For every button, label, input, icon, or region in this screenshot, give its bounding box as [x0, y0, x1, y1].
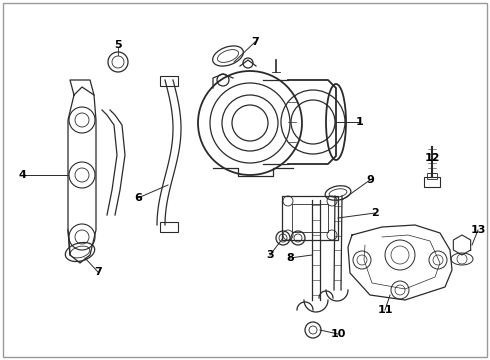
Text: 11: 11 — [377, 305, 393, 315]
Bar — [160, 222, 178, 232]
Text: 7: 7 — [94, 267, 102, 277]
Bar — [427, 173, 437, 179]
Text: 7: 7 — [251, 37, 259, 47]
Text: 12: 12 — [424, 153, 440, 163]
Bar — [424, 177, 440, 187]
Bar — [160, 76, 178, 86]
Text: 8: 8 — [286, 253, 294, 263]
Bar — [282, 196, 338, 240]
Text: 13: 13 — [470, 225, 486, 235]
Text: 10: 10 — [330, 329, 345, 339]
Text: 6: 6 — [134, 193, 142, 203]
Text: 4: 4 — [18, 170, 26, 180]
Text: 1: 1 — [356, 117, 364, 127]
Text: 9: 9 — [366, 175, 374, 185]
Text: 5: 5 — [114, 40, 122, 50]
Text: 2: 2 — [371, 208, 379, 218]
Bar — [292, 204, 328, 232]
Text: 3: 3 — [266, 250, 274, 260]
